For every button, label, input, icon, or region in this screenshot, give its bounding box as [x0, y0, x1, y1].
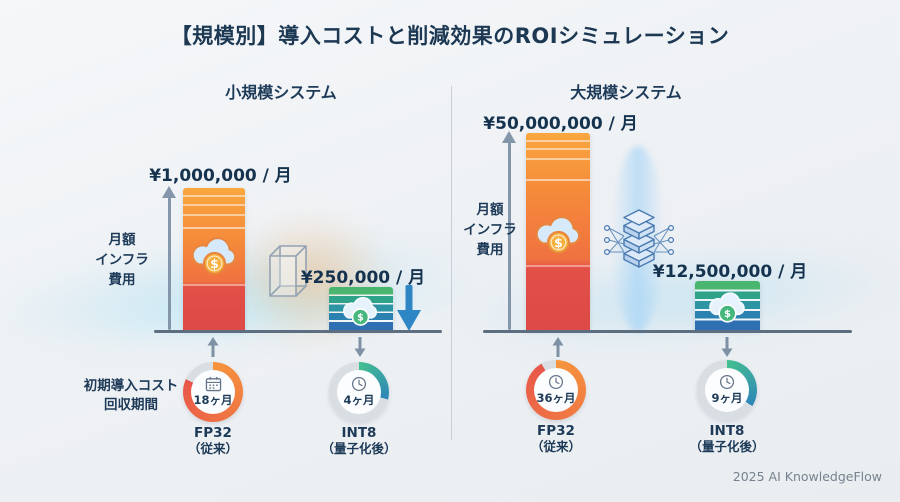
down-arrow-icon: [721, 337, 733, 357]
dollar-sign: $: [210, 256, 219, 271]
recovery-period-label: 初期導入コスト 回収期間: [58, 377, 204, 415]
y-axis-arrowhead-large: [502, 131, 516, 143]
y-axis-label-line1: 月額: [476, 202, 504, 218]
recovery-ring-small-fp32: 18ヶ月: [183, 362, 243, 422]
recovery-ring-large-fp32: 36ヶ月: [526, 360, 586, 420]
precision-sublabel: （従来）: [530, 439, 581, 454]
y-axis-large: [508, 142, 511, 330]
category-label-large-fp32: FP32 （従来）: [506, 423, 606, 455]
baseline-small: [154, 330, 442, 333]
baseline-large: [483, 330, 852, 333]
y-axis-label-line3: 費用: [108, 272, 136, 288]
clock-icon: [719, 374, 735, 390]
ring-inner: 9ヶ月: [705, 368, 749, 412]
y-axis-label-line1: 月額: [108, 232, 136, 248]
cost-reduction-arrow-icon: [397, 285, 421, 331]
ring-inner: 18ヶ月: [191, 370, 235, 414]
precision-label: FP32: [537, 423, 575, 439]
cloud-savings-icon: $: [709, 292, 745, 323]
precision-label: FP32: [194, 425, 232, 441]
section-header-large: 大規模システム: [570, 83, 682, 102]
ring-inner: 4ヶ月: [337, 370, 381, 414]
precision-label: INT8: [341, 425, 377, 441]
y-axis-label-small: 月額 インフラ 費用: [90, 230, 154, 290]
category-label-small-fp32: FP32 （従来）: [163, 425, 263, 457]
cost-label-small-fp32: ¥1,000,000 / 月: [149, 166, 292, 186]
clock-icon: [548, 374, 564, 390]
recovery-months: 4ヶ月: [343, 393, 375, 407]
y-axis-label-line3: 費用: [476, 242, 504, 258]
cost-label-small-int8: ¥250,000 / 月: [300, 268, 426, 288]
cost-label-large-int8: ¥12,500,000 / 月: [652, 262, 808, 282]
up-arrow-icon: [207, 337, 219, 357]
y-axis-label-line2: インフラ: [463, 222, 517, 238]
down-arrow-icon: [354, 337, 366, 357]
category-label-large-int8: INT8 （量子化後）: [677, 423, 777, 455]
recovery-label-line1: 初期導入コスト: [83, 378, 179, 394]
section-divider: [451, 86, 452, 440]
calendar-icon: [205, 376, 221, 392]
section-header-small: 小規模システム: [225, 83, 337, 102]
recovery-months: 9ヶ月: [711, 391, 743, 405]
watermark: 2025 AI KnowledgeFlow: [732, 469, 882, 484]
y-axis-arrowhead-small: [162, 186, 176, 198]
cloud-cost-icon: $: [191, 236, 237, 275]
server-stack-icon: [603, 209, 674, 268]
dollar-sign: $: [357, 313, 364, 324]
recovery-months: 36ヶ月: [536, 391, 576, 405]
dollar-sign: $: [554, 235, 563, 250]
recovery-label-line2: 回収期間: [104, 397, 158, 413]
cloud-cost-icon: $: [535, 215, 581, 254]
recovery-ring-large-int8: 9ヶ月: [697, 360, 757, 420]
precision-sublabel: （量子化後）: [321, 441, 397, 456]
clock-icon: [351, 376, 367, 392]
y-axis-label-line2: インフラ: [95, 252, 149, 268]
up-arrow-icon: [552, 337, 564, 357]
recovery-months: 18ヶ月: [193, 393, 233, 407]
cloud-savings-icon: $: [343, 296, 378, 326]
recovery-ring-small-int8: 4ヶ月: [329, 362, 389, 422]
precision-label: INT8: [709, 423, 745, 439]
page-title: 【規模別】導入コストと削減効果のROIシミュレーション: [170, 24, 730, 48]
ring-inner: 36ヶ月: [534, 368, 578, 412]
y-axis-label-large: 月額 インフラ 費用: [458, 200, 522, 260]
y-axis-small: [168, 197, 171, 330]
precision-sublabel: （従来）: [187, 441, 238, 456]
precision-sublabel: （量子化後）: [689, 439, 765, 454]
cost-label-large-fp32: ¥50,000,000 / 月: [483, 114, 638, 134]
category-label-small-int8: INT8 （量子化後）: [309, 425, 409, 457]
cube-icon: [269, 245, 307, 297]
dollar-sign: $: [724, 309, 731, 320]
